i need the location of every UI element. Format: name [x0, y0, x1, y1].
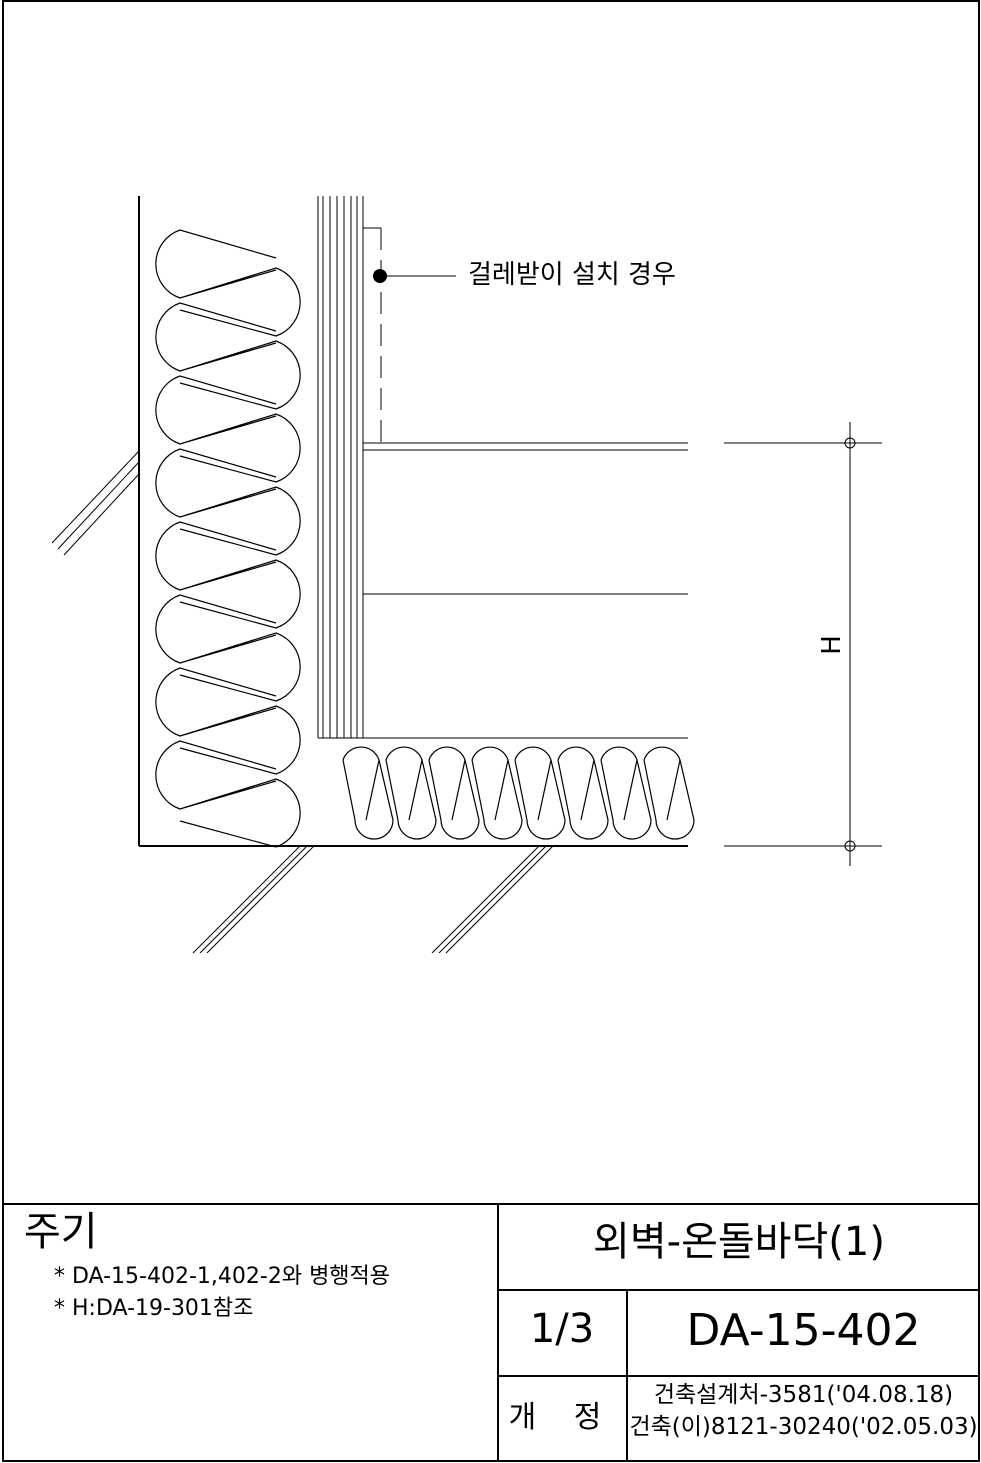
note-item: * H:DA-19-301참조 — [54, 1296, 254, 1321]
title-block — [3, 1203, 979, 1461]
callout-label: 걸레받이 설치 경우 — [468, 260, 676, 290]
floor-insulation-drops — [342, 746, 695, 840]
baseboard-outline — [363, 227, 382, 444]
callout-dot — [373, 269, 387, 283]
revision-label: 개 정 — [508, 1400, 616, 1435]
wall-insulation-loops — [155, 229, 301, 848]
sheet-number: 1/3 — [529, 1306, 595, 1352]
dimension-h — [724, 422, 882, 866]
drawing-number: DA-15-402 — [686, 1305, 921, 1356]
floor-insulation-pattern — [342, 746, 695, 840]
wall-floor-detail — [51, 196, 695, 954]
note-item: * DA-15-402-1,402-2와 병행적용 — [54, 1264, 391, 1289]
revision-entry: 건축(이)8121-30240('02.05.03) — [629, 1414, 978, 1440]
wall-layer-lines — [317, 196, 364, 738]
revision-entry: 건축설계처-3581('04.08.18) — [653, 1382, 954, 1408]
drawing-title: 외벽-온돌바닥(1) — [593, 1219, 885, 1265]
notes-heading: 주기 — [24, 1209, 98, 1255]
floor-layer-lines — [318, 442, 688, 739]
wall-insulation-pattern — [155, 229, 301, 848]
break-lines — [51, 450, 554, 954]
callout-leader — [373, 269, 456, 283]
dimension-label: H — [817, 635, 847, 655]
